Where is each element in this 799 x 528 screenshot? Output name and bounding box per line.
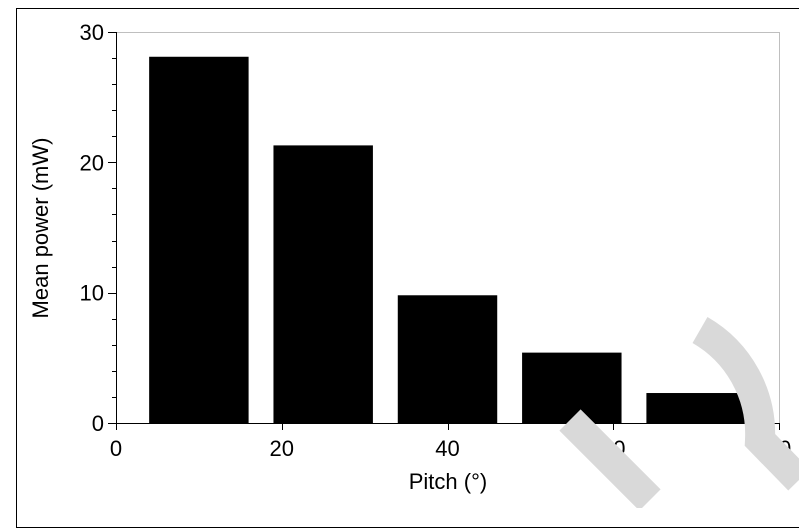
x-tick-label: 20 <box>270 436 294 461</box>
y-minor-ticks <box>112 58 116 398</box>
y-tick-label: 0 <box>92 411 104 436</box>
y-tick-label: 20 <box>80 150 104 175</box>
bar-1 <box>149 56 249 423</box>
y-tick-label: 30 <box>80 20 104 45</box>
y-tick-label: 10 <box>80 281 104 306</box>
x-axis-title: Pitch (°) <box>409 469 487 494</box>
x-tick-label: 40 <box>435 436 459 461</box>
axis-ticks <box>108 32 780 430</box>
bar-2 <box>273 145 373 423</box>
watermark-arc <box>559 317 799 508</box>
x-tick-labels: 0 20 40 60 80 <box>110 436 791 461</box>
bar-3 <box>397 295 498 423</box>
bar-4 <box>522 352 622 423</box>
bar-5 <box>646 393 746 423</box>
x-tick-label: 0 <box>110 436 122 461</box>
y-axis-title: Mean power (mW) <box>28 138 53 319</box>
bars <box>149 56 746 423</box>
y-tick-labels: 0 10 20 30 <box>80 20 104 436</box>
